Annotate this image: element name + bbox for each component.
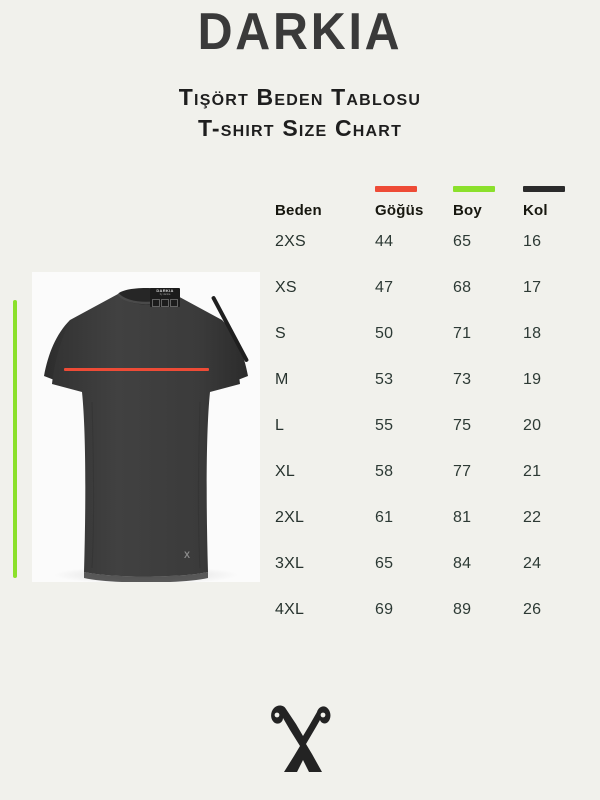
- subtitle-turkish: Tişört Beden Tablosu: [178, 84, 422, 110]
- sleeve-color-bar: [523, 186, 565, 192]
- cell-size: 2XS: [275, 233, 306, 250]
- cell-length: 75: [453, 417, 472, 434]
- cell-size: 4XL: [275, 601, 305, 618]
- bar-slot-length: [453, 186, 523, 202]
- cell-chest: 44: [375, 233, 394, 250]
- neck-label: DARKIA by darkia: [150, 288, 180, 307]
- neck-label-sub: by darkia: [159, 293, 171, 296]
- length-measure-line: [13, 300, 17, 578]
- cell-size: S: [275, 325, 286, 342]
- cell-length: 71: [453, 325, 472, 342]
- chest-measure-line: [64, 368, 209, 371]
- cell-sleeve: 22: [523, 509, 542, 526]
- table-row: L 55 75 20: [275, 403, 585, 449]
- shirt-hem-mark: X: [184, 550, 191, 560]
- footer-logo: [0, 700, 600, 778]
- cell-size: XS: [275, 279, 297, 296]
- darkia-x-icon: [271, 705, 331, 772]
- bar-slot-sleeve: [523, 186, 585, 202]
- cell-sleeve: 18: [523, 325, 542, 342]
- product-photo: DARKIA by darkia X: [32, 272, 260, 582]
- chest-color-bar: [375, 186, 417, 192]
- cell-chest: 61: [375, 509, 394, 526]
- table-row: 2XS 44 65 16: [275, 219, 585, 265]
- cell-chest: 69: [375, 601, 394, 618]
- cell-length: 81: [453, 509, 472, 526]
- cell-chest: 65: [375, 555, 394, 572]
- cell-chest: 55: [375, 417, 394, 434]
- table-row: 2XL 61 81 22: [275, 495, 585, 541]
- neck-label-brand: DARKIA: [156, 288, 174, 293]
- cell-sleeve: 21: [523, 463, 542, 480]
- tshirt-illustration: [32, 272, 260, 582]
- table-row: 4XL 69 89 26: [275, 587, 585, 633]
- cell-size: 3XL: [275, 555, 305, 572]
- size-table: Beden Göğüs Boy Kol 2XS 44 65 16 XS 47 68 17 S 50…: [275, 186, 585, 633]
- cell-length: 77: [453, 463, 472, 480]
- length-color-bar: [453, 186, 495, 192]
- cell-length: 73: [453, 371, 472, 388]
- bar-slot-chest: [375, 186, 453, 202]
- brand-title: DARKIA: [197, 3, 403, 61]
- table-row: XL 58 77 21: [275, 449, 585, 495]
- column-header-chest: Göğüs: [375, 202, 424, 219]
- cell-sleeve: 17: [523, 279, 542, 296]
- care-box: [161, 298, 169, 307]
- care-box: [170, 298, 178, 307]
- column-header-size: Beden: [275, 202, 322, 219]
- cell-sleeve: 24: [523, 555, 542, 572]
- cell-chest: 50: [375, 325, 394, 342]
- cell-sleeve: 16: [523, 233, 542, 250]
- cell-length: 68: [453, 279, 472, 296]
- tshirt-svg: [44, 288, 248, 582]
- table-row: S 50 71 18: [275, 311, 585, 357]
- cell-chest: 53: [375, 371, 394, 388]
- neck-label-care-boxes: [152, 298, 178, 307]
- cell-chest: 47: [375, 279, 394, 296]
- column-color-bars: [275, 186, 585, 202]
- cell-size: XL: [275, 463, 295, 480]
- bar-spacer-size: [275, 186, 375, 202]
- cell-size: L: [275, 417, 285, 434]
- cell-size: 2XL: [275, 509, 305, 526]
- cell-sleeve: 26: [523, 601, 542, 618]
- column-header-sleeve: Kol: [523, 202, 548, 219]
- table-body: 2XS 44 65 16 XS 47 68 17 S 50 71 18 M 53 73 19 L 55 75 20 XL…: [275, 219, 585, 633]
- cell-length: 89: [453, 601, 472, 618]
- table-row: M 53 73 19: [275, 357, 585, 403]
- cell-length: 65: [453, 233, 472, 250]
- cell-size: M: [275, 371, 289, 388]
- cell-sleeve: 19: [523, 371, 542, 388]
- table-row: XS 47 68 17: [275, 265, 585, 311]
- cell-sleeve: 20: [523, 417, 542, 434]
- table-row: 3XL 65 84 24: [275, 541, 585, 587]
- care-box: [152, 298, 160, 307]
- subtitle-english: T-shirt Size Chart: [197, 115, 403, 141]
- column-header-length: Boy: [453, 202, 482, 219]
- cell-chest: 58: [375, 463, 394, 480]
- table-header-row: Beden Göğüs Boy Kol: [275, 202, 585, 219]
- cell-length: 84: [453, 555, 472, 572]
